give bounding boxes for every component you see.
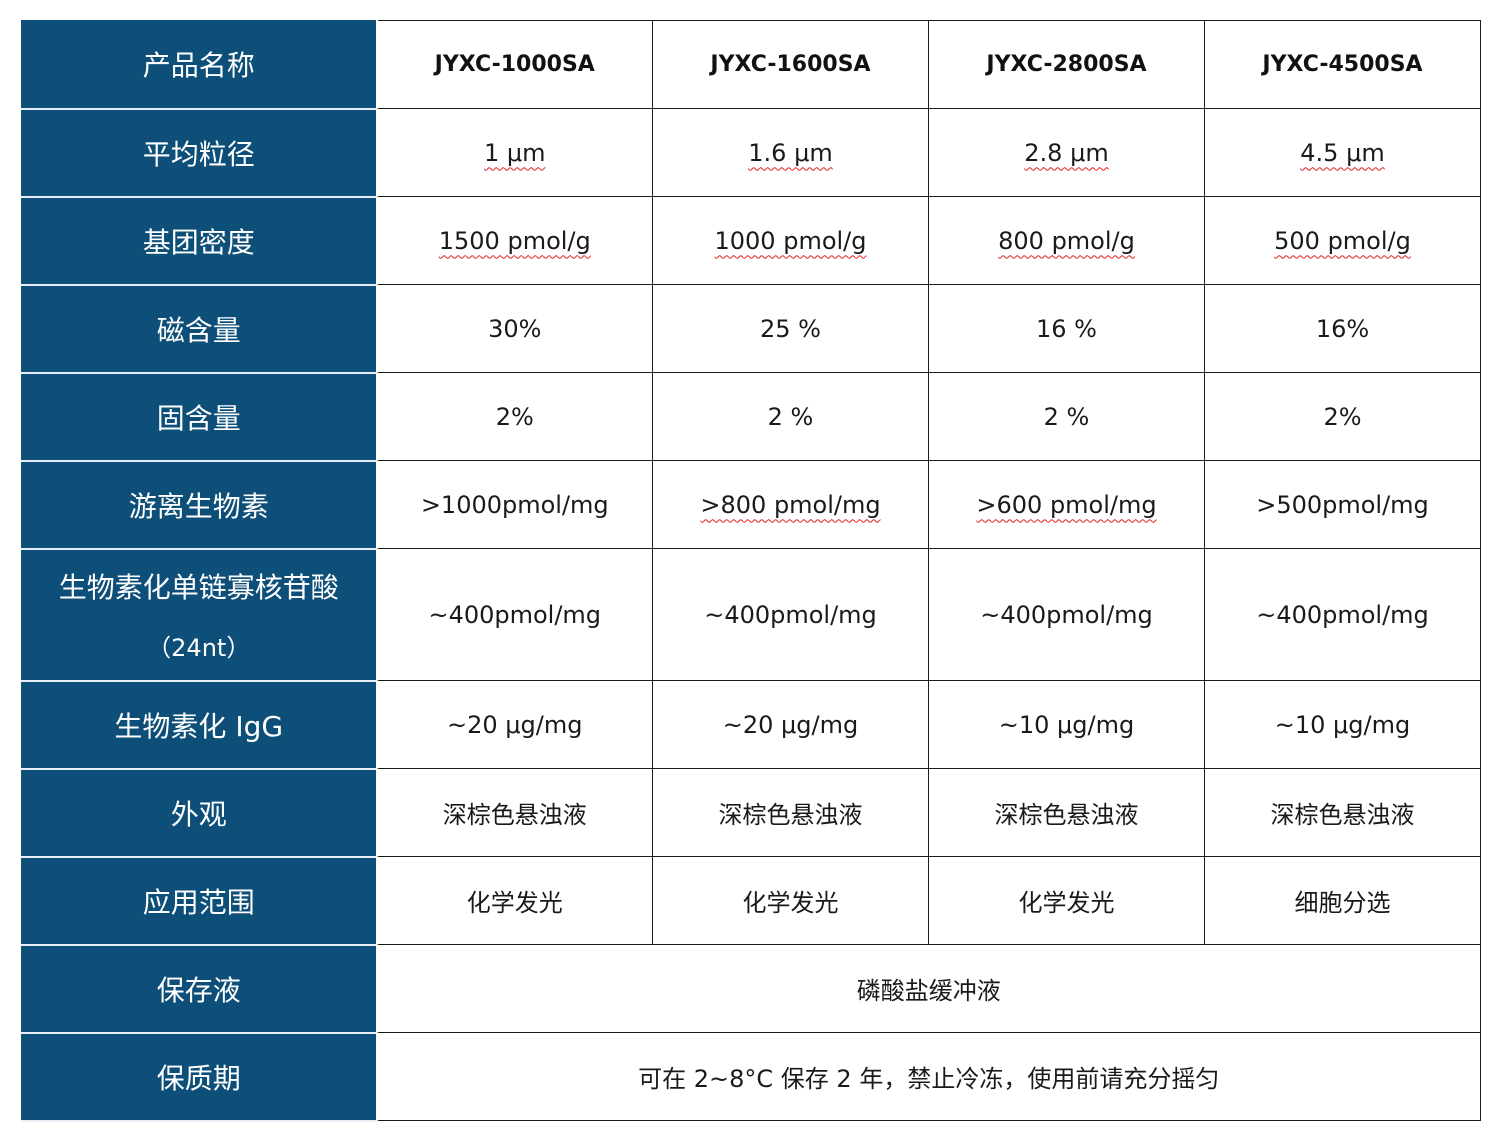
row-label: 平均粒径 — [21, 108, 378, 198]
table-row: 应用范围 化学发光 化学发光 化学发光 细胞分选 — [21, 856, 1481, 946]
value-cell: 4.5 μm — [1204, 108, 1481, 197]
product-name-label: 产品名称 — [21, 20, 378, 110]
value-text: >600 pmol/mg — [976, 490, 1157, 519]
row-label: 外观 — [21, 768, 378, 858]
row-label: 磁含量 — [21, 284, 378, 374]
value-cell: 深棕色悬浊液 — [376, 768, 653, 857]
table-row: 固含量 2% 2 % 2 % 2% — [21, 372, 1481, 462]
product-name-cell: JYXC-1600SA — [652, 20, 929, 109]
value-cell: 2% — [1204, 372, 1481, 461]
value-cell: 16% — [1204, 284, 1481, 373]
value-text: 1 μm — [483, 138, 546, 167]
value-cell: ~400pmol/mg — [376, 548, 653, 681]
value-text: 1500 pmol/g — [438, 226, 591, 255]
row-label: 保质期 — [21, 1032, 378, 1122]
value-cell: 深棕色悬浊液 — [1204, 768, 1481, 857]
row-label: 保存液 — [21, 944, 378, 1034]
value-cell: 深棕色悬浊液 — [652, 768, 929, 857]
value-cell: 25 % — [652, 284, 929, 373]
value-cell: ~20 μg/mg — [376, 680, 653, 769]
row-label: 生物素化单链寡核苷酸 （24nt） — [21, 548, 378, 682]
row-label: 游离生物素 — [21, 460, 378, 550]
value-cell: >1000pmol/mg — [376, 460, 653, 549]
value-cell: 30% — [376, 284, 653, 373]
value-cell: 化学发光 — [652, 856, 929, 945]
row-label-line2: （24nt） — [147, 634, 251, 662]
value-cell: 深棕色悬浊液 — [928, 768, 1205, 857]
value-cell: >500pmol/mg — [1204, 460, 1481, 549]
value-text: 500 pmol/g — [1274, 226, 1411, 255]
value-cell: ~400pmol/mg — [1204, 548, 1481, 681]
value-cell: ~400pmol/mg — [652, 548, 929, 681]
value-text: 800 pmol/g — [998, 226, 1135, 255]
product-spec-table: 产品名称 JYXC-1000SA JYXC-1600SA JYXC-2800SA… — [21, 20, 1481, 1122]
value-cell: 800 pmol/g — [928, 196, 1205, 285]
table-row: 平均粒径 1 μm 1.6 μm 2.8 μm 4.5 μm — [21, 108, 1481, 198]
value-cell: 化学发光 — [376, 856, 653, 945]
value-text: >800 pmol/mg — [700, 490, 881, 519]
value-cell: 2 % — [652, 372, 929, 461]
value-cell: 细胞分选 — [1204, 856, 1481, 945]
value-cell: >600 pmol/mg — [928, 460, 1205, 549]
header-row: 产品名称 JYXC-1000SA JYXC-1600SA JYXC-2800SA… — [21, 20, 1481, 110]
table-row: 外观 深棕色悬浊液 深棕色悬浊液 深棕色悬浊液 深棕色悬浊液 — [21, 768, 1481, 858]
table-row: 游离生物素 >1000pmol/mg >800 pmol/mg >600 pmo… — [21, 460, 1481, 550]
product-name-cell: JYXC-1000SA — [376, 20, 653, 109]
table-row: 保质期 可在 2~8°C 保存 2 年，禁止冷冻，使用前请充分摇匀 — [21, 1032, 1481, 1122]
value-cell: 1500 pmol/g — [376, 196, 653, 285]
value-cell: 2 % — [928, 372, 1205, 461]
row-label: 固含量 — [21, 372, 378, 462]
row-label-line1: 生物素化单链寡核苷酸 — [58, 571, 339, 604]
value-cell: ~10 μg/mg — [1204, 680, 1481, 769]
merged-value-cell: 磷酸盐缓冲液 — [376, 944, 1481, 1033]
value-text: 2.8 μm — [1024, 138, 1109, 167]
value-cell: 16 % — [928, 284, 1205, 373]
value-text: 1000 pmol/g — [714, 226, 867, 255]
value-cell: 1.6 μm — [652, 108, 929, 197]
table-row: 磁含量 30% 25 % 16 % 16% — [21, 284, 1481, 374]
value-cell: 2% — [376, 372, 653, 461]
table-row: 生物素化单链寡核苷酸 （24nt） ~400pmol/mg ~400pmol/m… — [21, 548, 1481, 682]
product-name-cell: JYXC-4500SA — [1204, 20, 1481, 109]
row-label: 生物素化 IgG — [21, 680, 378, 770]
merged-value-cell: 可在 2~8°C 保存 2 年，禁止冷冻，使用前请充分摇匀 — [376, 1032, 1481, 1121]
product-name-cell: JYXC-2800SA — [928, 20, 1205, 109]
value-text: 4.5 μm — [1300, 138, 1385, 167]
value-cell: ~20 μg/mg — [652, 680, 929, 769]
value-cell: >800 pmol/mg — [652, 460, 929, 549]
value-cell: 1 μm — [376, 108, 653, 197]
value-cell: ~400pmol/mg — [928, 548, 1205, 681]
value-cell: 1000 pmol/g — [652, 196, 929, 285]
table-row: 生物素化 IgG ~20 μg/mg ~20 μg/mg ~10 μg/mg ~… — [21, 680, 1481, 770]
value-text: 1.6 μm — [748, 138, 833, 167]
value-cell: 500 pmol/g — [1204, 196, 1481, 285]
row-label: 应用范围 — [21, 856, 378, 946]
row-label: 基团密度 — [21, 196, 378, 286]
table-row: 基团密度 1500 pmol/g 1000 pmol/g 800 pmol/g … — [21, 196, 1481, 286]
value-cell: 化学发光 — [928, 856, 1205, 945]
value-cell: ~10 μg/mg — [928, 680, 1205, 769]
table-row: 保存液 磷酸盐缓冲液 — [21, 944, 1481, 1034]
value-cell: 2.8 μm — [928, 108, 1205, 197]
